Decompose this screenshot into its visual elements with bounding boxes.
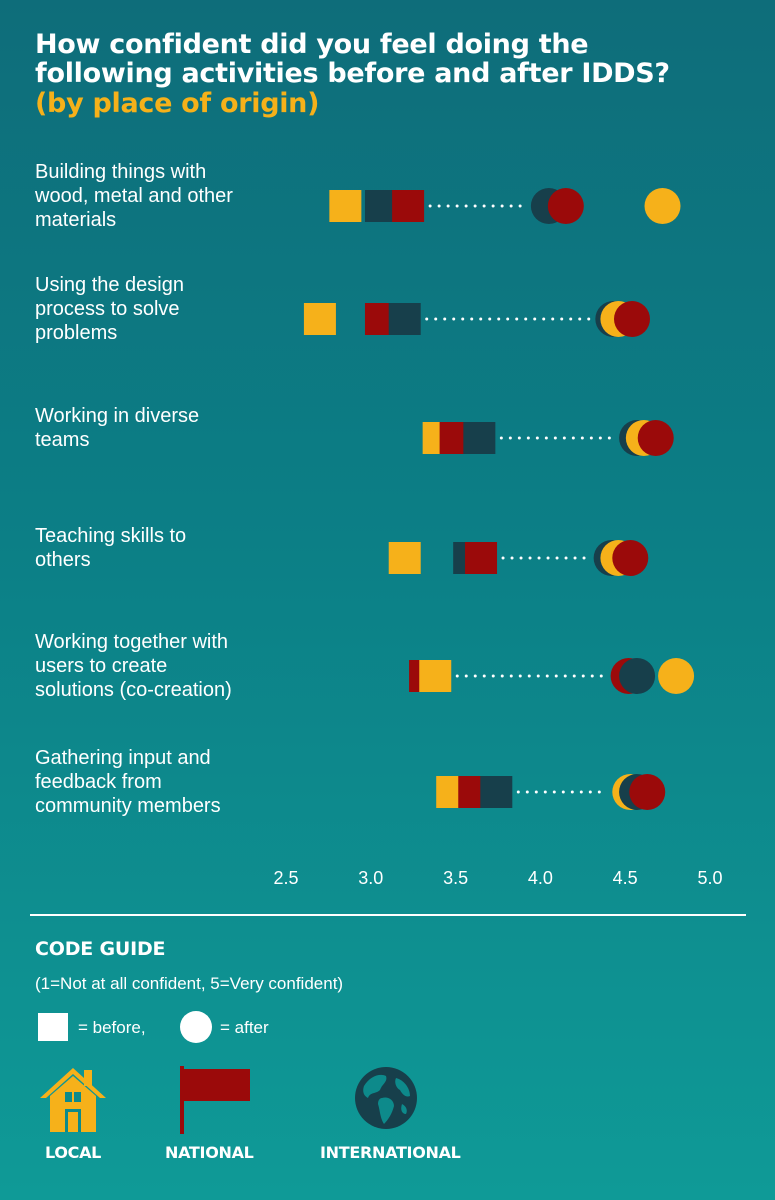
before-square-international — [463, 422, 496, 454]
after-circle-local — [644, 188, 681, 224]
x-tick-label: 3.0 — [358, 868, 383, 888]
row-label: Working together with users to create solu… — [35, 631, 232, 701]
row-label-line: problems — [35, 322, 117, 344]
row-label-line: Working together with — [35, 631, 228, 653]
before-square-international — [480, 776, 513, 808]
row-label: Working in diverse teams — [35, 405, 199, 451]
row-label: Gathering input and feedback from communit… — [35, 747, 221, 817]
legend-local-label: LOCAL — [45, 1143, 102, 1162]
x-tick-label: 5.0 — [697, 868, 722, 888]
house-icon — [40, 1068, 106, 1132]
row-label-line: Using the design — [35, 274, 184, 296]
after-circle-icon — [180, 1011, 212, 1043]
after-circle-national — [629, 774, 666, 810]
before-square-local — [388, 542, 421, 574]
after-label: = after — [220, 1018, 269, 1037]
title-line-1: How confident did you feel doing the — [35, 29, 589, 60]
row-label-line: Gathering input and — [35, 747, 211, 769]
x-tick-label: 2.5 — [273, 868, 298, 888]
x-tick-label: 4.0 — [528, 868, 553, 888]
flag-icon — [180, 1066, 250, 1134]
before-square-international — [364, 190, 397, 222]
legend-international-label: INTERNATIONAL — [320, 1143, 461, 1162]
before-square-icon — [38, 1013, 68, 1041]
row-label-line: community members — [35, 795, 221, 817]
after-circle-local — [658, 658, 695, 694]
row-label-line: feedback from — [35, 771, 162, 793]
row-label-line: others — [35, 549, 91, 571]
x-tick-label: 4.5 — [613, 868, 638, 888]
before-square-national — [465, 542, 498, 574]
before-square-local — [419, 660, 452, 692]
before-square-international — [388, 303, 421, 335]
chart-subtitle: (by place of origin) — [35, 88, 320, 119]
globe-icon — [355, 1067, 417, 1129]
row-label: Building things with wood, metal and othe… — [34, 161, 233, 231]
row-label-line: Building things with — [35, 161, 206, 183]
row-label-line: teams — [35, 429, 89, 451]
after-circle-national — [613, 301, 650, 337]
legend-national-label: NATIONAL — [165, 1143, 254, 1162]
after-circle-international — [619, 658, 656, 694]
chart-title: How confident did you feel doing the fol… — [35, 30, 755, 118]
after-circle-national — [637, 420, 674, 456]
row-label: Teaching skills to others — [35, 525, 186, 571]
scale-note: (1=Not at all confident, 5=Very confiden… — [35, 974, 344, 993]
row-label-line: wood, metal and other — [34, 185, 233, 207]
row-label-line: users to create — [35, 655, 167, 677]
after-circle-national — [547, 188, 584, 224]
before-label: = before, — [78, 1018, 146, 1037]
before-square-national — [392, 190, 425, 222]
before-square-local — [329, 190, 362, 222]
before-square-local — [303, 303, 336, 335]
row-label-line: process to solve — [35, 298, 180, 320]
dot-plot-chart: Building things with wood, metal and othe… — [34, 161, 722, 888]
after-circle-national — [612, 540, 649, 576]
row-label-line: Working in diverse — [35, 405, 199, 427]
row-label-line: solutions (co-creation) — [35, 679, 232, 701]
x-tick-label: 3.5 — [443, 868, 468, 888]
row-label-line: materials — [35, 209, 116, 231]
code-guide-title: CODE GUIDE — [35, 938, 166, 960]
title-line-2: following activities before and after ID… — [35, 58, 670, 89]
row-label-line: Teaching skills to — [35, 525, 186, 547]
row-label: Using the design process to solve problems — [35, 274, 184, 344]
